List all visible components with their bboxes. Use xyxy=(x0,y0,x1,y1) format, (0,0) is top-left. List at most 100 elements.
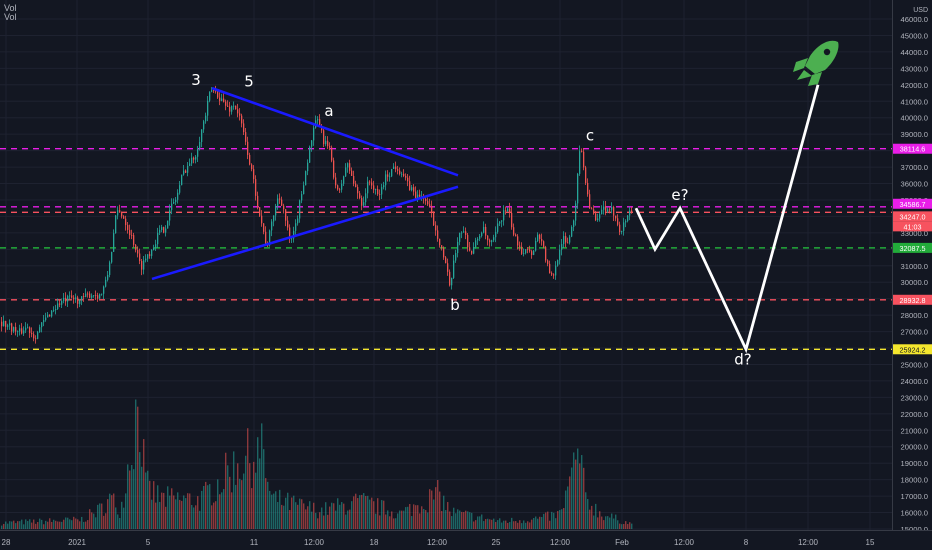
price-tick-label: 22000.0 xyxy=(901,410,928,419)
volume-bar xyxy=(331,502,333,529)
volume-bar xyxy=(141,466,143,529)
candle-body xyxy=(203,121,205,130)
candle-body xyxy=(557,260,559,266)
candle-body xyxy=(543,241,545,248)
candle-body xyxy=(479,235,481,239)
candle-body xyxy=(519,245,521,247)
candle-body xyxy=(373,185,375,190)
volume-bar xyxy=(99,503,101,529)
volume-bar xyxy=(349,509,351,529)
candle-body xyxy=(11,323,13,332)
candle-body xyxy=(491,240,493,243)
candle-body xyxy=(167,220,169,229)
volume-bar xyxy=(253,461,255,529)
volume-bar xyxy=(207,485,209,529)
volume-bar xyxy=(305,509,307,529)
candle-body xyxy=(79,299,81,304)
candle-body xyxy=(327,140,329,147)
volume-bar xyxy=(341,502,343,529)
volume-bar xyxy=(53,519,55,529)
candle-body xyxy=(431,206,433,213)
volume-bar xyxy=(461,511,463,529)
trendline xyxy=(151,185,459,281)
projection-path xyxy=(634,84,820,354)
candle-body xyxy=(227,105,229,107)
candle-body xyxy=(403,173,405,177)
volume-bar xyxy=(323,515,325,529)
volume-bar xyxy=(343,503,345,529)
volume-bar xyxy=(209,484,211,529)
volume-bar xyxy=(321,507,323,529)
candle-body xyxy=(401,173,403,175)
candle-body xyxy=(575,203,577,221)
volume-bar xyxy=(59,521,61,529)
volume-bar xyxy=(385,514,387,529)
candle-body xyxy=(143,260,145,270)
volume-bar xyxy=(199,510,201,529)
volume-bar xyxy=(149,480,151,529)
volume-bar xyxy=(609,517,611,529)
candle-body xyxy=(33,334,35,339)
candle-body xyxy=(469,247,471,251)
volume-bar xyxy=(79,521,81,529)
volume-bar xyxy=(231,492,233,529)
candle-body xyxy=(531,251,533,255)
candle-body xyxy=(363,202,365,206)
candle-body xyxy=(415,191,417,198)
volume-bar xyxy=(623,524,625,529)
rocket-fin xyxy=(793,58,808,72)
candle-body xyxy=(553,274,555,276)
candle-body xyxy=(161,227,163,231)
candle-body xyxy=(91,295,93,298)
level-badge-label: 32087.5 xyxy=(900,244,926,253)
volume-bar xyxy=(319,512,321,529)
wave-label: a xyxy=(324,102,333,120)
candle-body xyxy=(87,293,89,295)
candle-body xyxy=(377,189,379,195)
volume-bar xyxy=(473,521,475,529)
candle-body xyxy=(211,90,213,92)
level-badge xyxy=(893,198,932,209)
candle-body xyxy=(27,327,29,329)
candle-body xyxy=(551,273,553,275)
volume-bar xyxy=(441,511,443,529)
price-tick-label: 44000.0 xyxy=(901,48,928,57)
candle-body xyxy=(353,175,355,184)
volume-bar xyxy=(13,520,15,529)
candle-body xyxy=(449,271,451,286)
candle-body xyxy=(151,249,153,256)
volume-bar xyxy=(139,452,141,529)
candle-body xyxy=(593,209,595,214)
axis-background xyxy=(0,530,932,550)
candle-body xyxy=(349,163,351,171)
indicator-label-1[interactable]: Vol xyxy=(4,3,17,13)
candle-body xyxy=(159,230,161,233)
candle-body xyxy=(591,208,593,210)
candle-body xyxy=(259,207,261,216)
candle-body xyxy=(515,234,517,237)
candle-body xyxy=(285,209,287,221)
volume-bar xyxy=(619,523,621,529)
volume-bar xyxy=(123,507,125,529)
candle-body xyxy=(527,249,529,251)
volume-bar xyxy=(223,489,225,529)
volume-bar xyxy=(603,520,605,529)
candle-body xyxy=(71,295,73,298)
volume-bar xyxy=(263,449,265,529)
volume-bar xyxy=(597,517,599,529)
volume-bar xyxy=(563,508,565,529)
candle-body xyxy=(347,163,349,168)
candle-body xyxy=(55,308,57,311)
candle-body xyxy=(395,166,397,170)
candle-body xyxy=(13,327,15,332)
volume-bar xyxy=(329,506,331,529)
wave-label: b xyxy=(450,296,460,314)
wave-label: 3 xyxy=(191,71,201,89)
indicator-label-2[interactable]: Vol xyxy=(4,12,17,22)
candle-body xyxy=(229,106,231,112)
candle-body xyxy=(23,330,25,334)
volume-bar xyxy=(395,518,397,529)
level-badge-label: 25924.2 xyxy=(900,345,926,354)
volume-bar xyxy=(271,494,273,529)
